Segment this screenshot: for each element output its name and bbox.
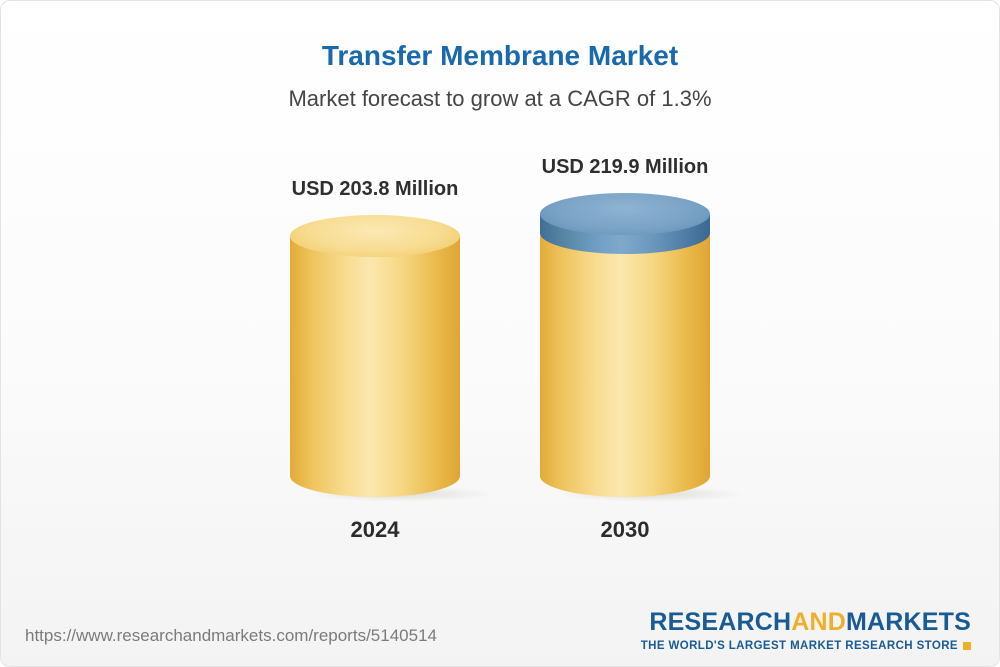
report-url-link[interactable]: https://www.researchandmarkets.com/repor… [25,626,437,645]
bar-cylinder-2024 [290,215,494,502]
researchandmarkets-logo: RESEARCHANDMARKETS THE WORLD'S LARGEST M… [641,608,971,652]
value-label-2030: USD 219.9 Million [541,156,709,178]
chart-subtitle: Market forecast to grow at a CAGR of 1.3… [288,86,712,111]
year-label-2024: 2024 [350,517,400,542]
cylinder-top-2024 [290,215,460,257]
logo-word-research: RESEARCH [649,608,792,636]
logo-accent-square-icon [963,642,971,650]
logo-tagline-row: THE WORLD'S LARGEST MARKET RESEARCH STOR… [641,640,971,652]
chart-title: Transfer Membrane Market [321,40,679,71]
cylinder-body-2030 [540,231,710,497]
value-label-2024: USD 203.8 Million [291,178,459,200]
bar-group-2024: USD 203.8 Million 2024 [290,178,494,543]
chart-plot-area: USD 203.8 Million 2024 USD 219.9 Million… [1,139,999,543]
chart-header: Transfer Membrane Market Market forecast… [1,1,999,113]
bar-cylinder-2030 [540,193,744,502]
logo-word-and: AND [791,608,846,636]
logo-wordmark: RESEARCHANDMARKETS [641,608,971,637]
logo-word-markets: MARKETS [845,608,971,636]
year-label-2030: 2030 [600,517,650,542]
logo-tagline: THE WORLD'S LARGEST MARKET RESEARCH STOR… [640,640,958,652]
growth-cap-top-2030 [540,193,710,235]
cylinder-body-2024 [290,236,460,497]
bar-group-2030: USD 219.9 Million 2030 [540,156,744,543]
